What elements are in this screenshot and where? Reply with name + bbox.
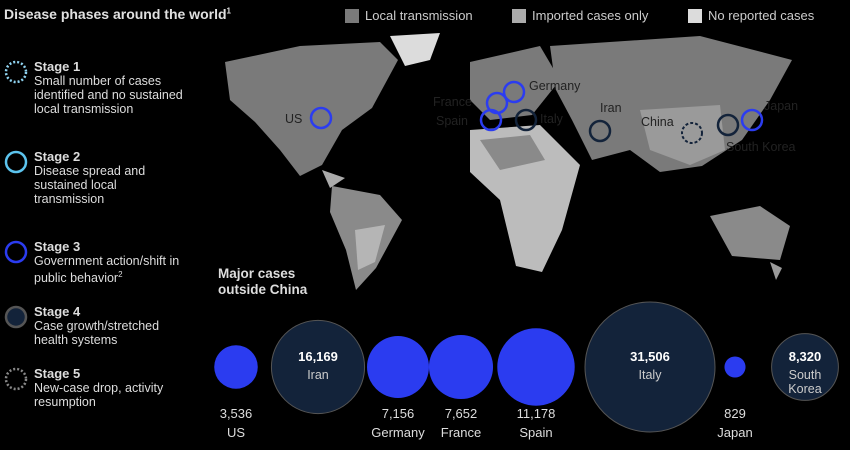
stage-name: Stage 2 — [34, 149, 81, 164]
map-label: Italy — [540, 112, 564, 126]
category-label-box: Iran — [307, 368, 329, 382]
footnote-mark: 2 — [118, 270, 123, 279]
map-label: China — [641, 115, 674, 129]
world-map — [225, 33, 792, 290]
stage-circle — [4, 367, 28, 391]
legend-label: Imported cases only — [532, 8, 649, 23]
map-markers — [309, 80, 764, 144]
stage-text: Stage 1 Small number of cases identified … — [34, 59, 184, 117]
category-label: Iran — [307, 368, 329, 382]
category-label-box: Italy — [638, 368, 662, 382]
category-label: France — [441, 425, 481, 440]
bubble-chart: Major cases outside China 3,536 US 16,169 Ir… — [214, 266, 839, 440]
title-text: Disease phases around the world — [4, 6, 227, 22]
bubble — [270, 319, 366, 415]
stage-item: Stage 1 Small number of cases identified … — [4, 60, 184, 116]
bubble — [497, 328, 575, 406]
value-label: 7,156 — [382, 406, 415, 421]
stage-description-text: Small number of cases identified and no … — [34, 74, 183, 116]
map-label: South Korea — [726, 140, 796, 154]
stage-name: Stage 5 — [34, 366, 81, 381]
bubble — [724, 356, 746, 378]
legend-label: Local transmission — [365, 8, 473, 23]
value-label: 11,178 — [517, 406, 556, 421]
stage-text: Stage 4 Case growth/stretched health syst… — [34, 304, 184, 348]
legend-item: No reported cases — [688, 8, 814, 23]
category-label: Spain — [519, 425, 552, 440]
stage-name: Stage 4 — [34, 304, 81, 319]
stage-description: Small number of cases identified and no … — [34, 74, 184, 116]
legend-swatch — [512, 8, 526, 23]
stage-circle — [4, 305, 28, 329]
stage-circle — [4, 240, 28, 264]
bubble — [771, 333, 839, 401]
stage-name: Stage 3 — [34, 239, 81, 254]
value-label: 16,169 — [298, 349, 338, 364]
stage-description: Disease spread and sustained local trans… — [34, 164, 184, 206]
stage-icon — [4, 60, 28, 84]
stage-item: Stage 3 Government action/shift in public… — [4, 240, 184, 285]
map-label: Spain — [436, 114, 468, 128]
stage-icon — [4, 305, 28, 329]
category-label: Italy — [638, 368, 662, 382]
bubble — [214, 345, 258, 389]
stage-circle — [4, 60, 28, 84]
stage-description: Case growth/stretched health systems — [34, 319, 184, 347]
stage-text: Stage 3 Government action/shift in public… — [34, 239, 184, 286]
map-label: Iran — [600, 101, 622, 115]
stage-description-text: New-case drop, activity resumption — [34, 381, 164, 409]
category-label-box: South Korea — [788, 368, 822, 396]
stage-description-text: Disease spread and sustained local trans… — [34, 164, 146, 206]
value-label: 31,506 — [630, 349, 670, 364]
footnote-mark: 1 — [226, 6, 231, 16]
stage-icon — [4, 367, 28, 391]
chart-title: Major cases outside China — [218, 266, 308, 297]
value-label: 3,536 — [220, 406, 253, 421]
stage-description: New-case drop, activity resumption — [34, 381, 184, 409]
bubble — [584, 301, 716, 433]
stage-item: Stage 4 Case growth/stretched health syst… — [4, 305, 184, 347]
map-label: Germany — [529, 79, 581, 93]
value-label: 7,652 — [445, 406, 478, 421]
category-label: US — [227, 425, 245, 440]
map-label: US — [285, 112, 302, 126]
map-labels: US France Spain Germany Italy Iran China… — [285, 79, 798, 154]
stage-name: Stage 1 — [34, 59, 81, 74]
bubble — [367, 336, 429, 398]
bubble — [428, 334, 494, 400]
chart-title-box: Major cases outside China — [218, 266, 308, 297]
title: Disease phases around the world1 — [4, 6, 231, 22]
category-label: South Korea — [788, 368, 822, 396]
value-label: 8,320 — [789, 349, 822, 364]
category-label: Germany — [371, 425, 425, 440]
legend-item: Local transmission — [345, 8, 473, 23]
legend-swatch — [688, 8, 702, 23]
value-label: 829 — [724, 406, 746, 421]
stage-icon — [4, 240, 28, 264]
legend-item: Imported cases only — [512, 8, 648, 23]
stage-description-text: Case growth/stretched health systems — [34, 319, 160, 347]
stage-circle — [4, 150, 28, 174]
legend-swatch — [345, 8, 359, 23]
stage-description: Government action/shift in public behavi… — [34, 254, 184, 285]
stage-item: Stage 2 Disease spread and sustained loca… — [4, 150, 184, 206]
stage-icon — [4, 150, 28, 174]
map-label: France — [433, 95, 472, 109]
stage-text: Stage 5 New-case drop, activity resumptio… — [34, 366, 184, 410]
stage-description-text: Government action/shift in public behavi… — [34, 254, 180, 286]
stage-text: Stage 2 Disease spread and sustained loca… — [34, 149, 184, 207]
stage-item: Stage 5 New-case drop, activity resumptio… — [4, 367, 184, 409]
category-label: Japan — [717, 425, 752, 440]
map-label: Japan — [764, 99, 798, 113]
legend-label: No reported cases — [708, 8, 815, 23]
